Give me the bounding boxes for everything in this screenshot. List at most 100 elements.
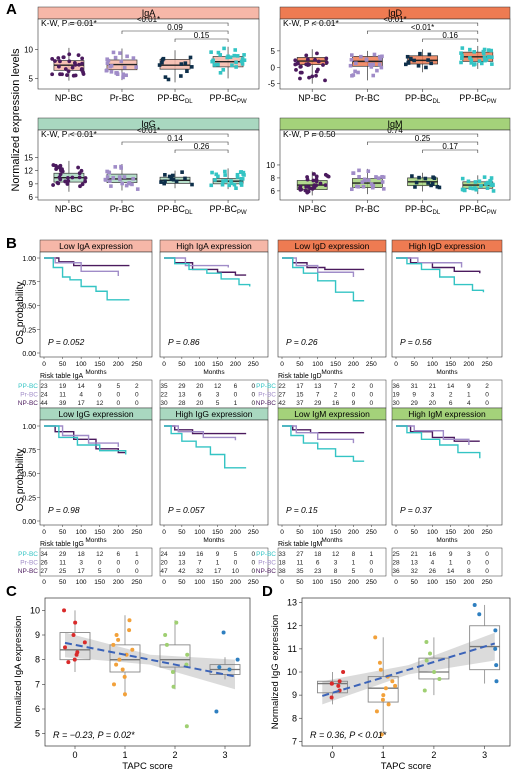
- bracket: [121, 30, 229, 34]
- data-point: [229, 179, 233, 183]
- x-tick-label: 2: [431, 750, 436, 760]
- data-point: [477, 179, 482, 184]
- y-tick-label: 12: [287, 621, 297, 631]
- data-point: [378, 57, 383, 61]
- data-point: [437, 676, 442, 681]
- risk-count: 0: [251, 400, 255, 407]
- x-tick-label: 150: [445, 361, 456, 368]
- tapc-box: [418, 657, 450, 680]
- data-point: [378, 667, 383, 672]
- data-point: [114, 662, 119, 667]
- data-point: [490, 62, 494, 66]
- risk-count: 0: [98, 560, 102, 567]
- data-point: [414, 180, 419, 185]
- data-point: [82, 640, 87, 645]
- risk-table-frame: [391, 547, 503, 577]
- risk-x-tick-label: 100: [194, 579, 205, 586]
- data-point: [120, 181, 124, 186]
- data-point: [215, 62, 219, 67]
- y-axis-label: Normalized IgG expression: [270, 615, 281, 730]
- survival-curve-np-bc: [396, 257, 481, 274]
- kw-stat: K-W, P < 0.01*: [283, 18, 340, 28]
- group-label-subscript: PW: [487, 99, 497, 105]
- risk-count: 14: [78, 383, 86, 390]
- data-point: [371, 183, 376, 188]
- data-point: [468, 56, 472, 60]
- data-point: [67, 59, 72, 64]
- risk-count: 38: [278, 568, 286, 575]
- risk-count: 39: [59, 400, 67, 407]
- risk-count: 19: [59, 383, 67, 390]
- data-point: [160, 60, 164, 65]
- data-point: [405, 54, 410, 59]
- data-point: [51, 183, 55, 187]
- kw-stat: K-W, P = 0.50: [283, 129, 336, 139]
- risk-table-title: Risk table IgA: [40, 373, 84, 380]
- risk-count: 26: [40, 560, 48, 567]
- risk-row-label: Pr-BC: [258, 560, 276, 567]
- data-point: [225, 55, 230, 60]
- risk-count: 14: [447, 383, 455, 390]
- y-tick-label: 9: [292, 690, 297, 700]
- data-point: [314, 73, 318, 78]
- data-point: [65, 175, 70, 180]
- panel-letter-c: C: [6, 583, 17, 600]
- risk-count: 0: [467, 560, 471, 567]
- risk-count: 9: [467, 383, 471, 390]
- group-label-pr-bc: Pr-BC: [355, 204, 380, 214]
- x-tick-label: 150: [212, 361, 223, 368]
- risk-count: 2: [135, 383, 139, 390]
- data-point: [235, 175, 240, 179]
- y-tick-label: 0.75: [22, 448, 36, 455]
- data-point: [134, 65, 138, 69]
- risk-count: 29: [411, 400, 419, 407]
- risk-count: 18: [314, 551, 322, 558]
- data-point: [315, 51, 319, 56]
- data-point: [494, 663, 499, 668]
- plot-frame: [37, 18, 260, 90]
- data-point: [473, 180, 478, 184]
- bracket-p: 0.26: [194, 142, 210, 151]
- risk-count: 6: [234, 383, 238, 390]
- risk-count: 0: [98, 392, 102, 399]
- data-point: [109, 70, 114, 74]
- data-point: [349, 57, 354, 62]
- data-point: [479, 61, 484, 66]
- data-point: [77, 175, 82, 180]
- strip-title: IgM: [387, 119, 402, 129]
- y-tick-label: 10: [24, 46, 33, 55]
- data-point: [437, 185, 442, 190]
- bracket-p: 0.17: [442, 142, 458, 151]
- risk-count: 12: [96, 551, 104, 558]
- tapc-box: [367, 676, 399, 703]
- risk-count: 19: [392, 392, 400, 399]
- data-point: [380, 697, 385, 702]
- data-point: [486, 54, 491, 59]
- survival-curve-pp-bc-pw: [282, 257, 365, 302]
- bracket-p: <0.01*: [383, 15, 406, 24]
- risk-count: 13: [178, 392, 186, 399]
- bracket-p: <0.01*: [137, 126, 160, 135]
- strip-title: Low IgA expression: [59, 241, 133, 251]
- data-point: [357, 174, 361, 179]
- data-point: [298, 76, 302, 81]
- data-point: [488, 179, 493, 183]
- data-point: [218, 53, 223, 57]
- survival-curve-pr-bc: [44, 425, 119, 447]
- data-point: [185, 69, 189, 74]
- risk-x-tick-label: 50: [411, 579, 419, 586]
- risk-table-title: Risk table IgD: [278, 373, 322, 380]
- risk-count: 0: [116, 392, 120, 399]
- strip-title: Low IgG expression: [58, 409, 133, 419]
- risk-table-frame: [159, 379, 269, 409]
- data-point: [114, 633, 119, 637]
- risk-count: 0: [369, 400, 373, 407]
- data-point: [105, 175, 110, 179]
- data-point: [306, 189, 311, 194]
- data-point: [212, 63, 217, 67]
- data-point: [180, 170, 184, 174]
- data-point: [209, 183, 214, 188]
